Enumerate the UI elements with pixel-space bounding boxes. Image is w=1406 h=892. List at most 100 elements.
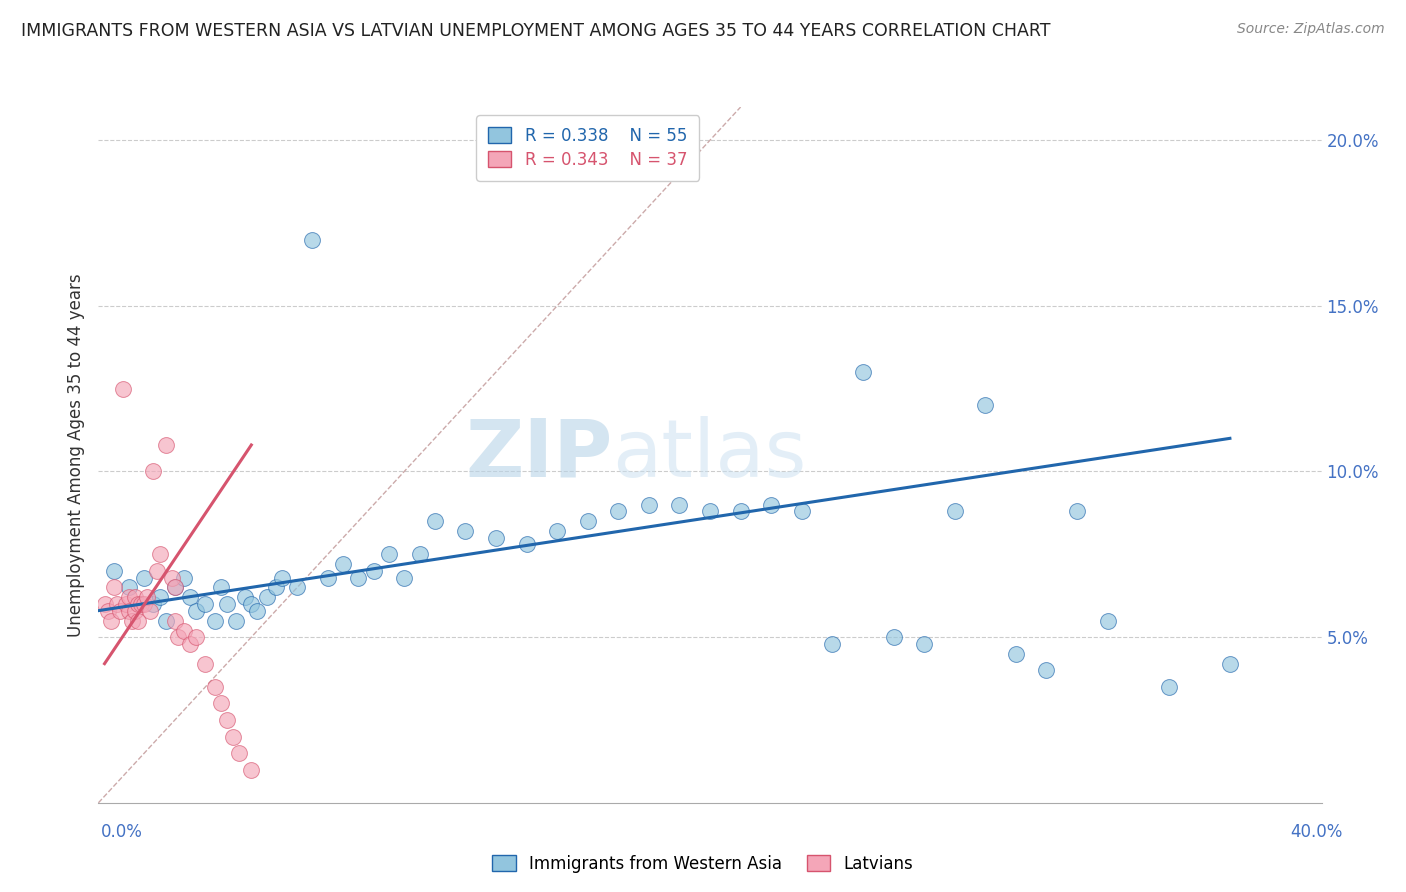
Point bbox=[93, 597, 115, 611]
Point bbox=[145, 564, 167, 578]
Point bbox=[108, 604, 131, 618]
Point bbox=[1004, 647, 1026, 661]
Point bbox=[408, 547, 430, 561]
Point bbox=[155, 614, 177, 628]
Point bbox=[103, 564, 125, 578]
Point bbox=[821, 637, 844, 651]
Point bbox=[149, 547, 172, 561]
Point bbox=[637, 498, 661, 512]
Point bbox=[204, 614, 226, 628]
Point bbox=[163, 614, 186, 628]
Point bbox=[270, 570, 292, 584]
Point bbox=[454, 524, 477, 538]
Point bbox=[142, 597, 165, 611]
Point bbox=[233, 591, 256, 605]
Point bbox=[163, 581, 186, 595]
Point bbox=[186, 630, 208, 644]
Point bbox=[1219, 657, 1241, 671]
Point bbox=[347, 570, 370, 584]
Point bbox=[127, 614, 149, 628]
Point bbox=[240, 763, 263, 777]
Point bbox=[1066, 504, 1088, 518]
Point bbox=[186, 604, 208, 618]
Point bbox=[173, 570, 195, 584]
Point bbox=[173, 624, 195, 638]
Point bbox=[105, 597, 128, 611]
Point bbox=[378, 547, 401, 561]
Point bbox=[423, 514, 446, 528]
Point bbox=[256, 591, 278, 605]
Point bbox=[118, 581, 141, 595]
Point bbox=[1097, 614, 1119, 628]
Point bbox=[121, 614, 143, 628]
Point bbox=[228, 746, 250, 760]
Text: 40.0%: 40.0% bbox=[1291, 822, 1343, 840]
Point bbox=[134, 570, 156, 584]
Point bbox=[222, 730, 245, 744]
Point bbox=[118, 604, 141, 618]
Point bbox=[160, 570, 183, 584]
Point bbox=[179, 637, 201, 651]
Legend: Immigrants from Western Asia, Latvians: Immigrants from Western Asia, Latvians bbox=[486, 848, 920, 880]
Y-axis label: Unemployment Among Ages 35 to 44 years: Unemployment Among Ages 35 to 44 years bbox=[66, 273, 84, 637]
Point bbox=[129, 597, 152, 611]
Point bbox=[912, 637, 935, 651]
Point bbox=[974, 398, 997, 412]
Point bbox=[225, 614, 247, 628]
Text: ZIP: ZIP bbox=[465, 416, 612, 494]
Point bbox=[759, 498, 782, 512]
Point bbox=[246, 604, 269, 618]
Point bbox=[167, 630, 190, 644]
Point bbox=[883, 630, 905, 644]
Point bbox=[485, 531, 508, 545]
Point bbox=[392, 570, 416, 584]
Point bbox=[730, 504, 752, 518]
Point bbox=[943, 504, 966, 518]
Point bbox=[332, 558, 354, 572]
Point bbox=[1035, 663, 1057, 677]
Point bbox=[1157, 680, 1180, 694]
Point bbox=[363, 564, 385, 578]
Point bbox=[215, 597, 238, 611]
Point bbox=[699, 504, 721, 518]
Point bbox=[118, 591, 141, 605]
Point bbox=[111, 382, 134, 396]
Legend: R = 0.338    N = 55, R = 0.343    N = 37: R = 0.338 N = 55, R = 0.343 N = 37 bbox=[477, 115, 699, 180]
Point bbox=[204, 680, 226, 694]
Point bbox=[668, 498, 690, 512]
Point bbox=[546, 524, 568, 538]
Point bbox=[209, 697, 232, 711]
Point bbox=[134, 597, 156, 611]
Point bbox=[163, 581, 186, 595]
Text: IMMIGRANTS FROM WESTERN ASIA VS LATVIAN UNEMPLOYMENT AMONG AGES 35 TO 44 YEARS C: IMMIGRANTS FROM WESTERN ASIA VS LATVIAN … bbox=[21, 22, 1050, 40]
Point bbox=[607, 504, 630, 518]
Point bbox=[139, 604, 162, 618]
Point bbox=[194, 597, 217, 611]
Point bbox=[115, 597, 138, 611]
Point bbox=[97, 604, 120, 618]
Text: atlas: atlas bbox=[612, 416, 807, 494]
Point bbox=[194, 657, 217, 671]
Point bbox=[142, 465, 165, 479]
Point bbox=[155, 438, 177, 452]
Point bbox=[285, 581, 308, 595]
Point bbox=[301, 233, 323, 247]
Point bbox=[316, 570, 339, 584]
Text: 0.0%: 0.0% bbox=[101, 822, 143, 840]
Point bbox=[103, 581, 125, 595]
Point bbox=[240, 597, 263, 611]
Point bbox=[576, 514, 599, 528]
Point bbox=[209, 581, 232, 595]
Point bbox=[136, 591, 159, 605]
Point bbox=[124, 591, 146, 605]
Point bbox=[790, 504, 813, 518]
Point bbox=[124, 604, 146, 618]
Point bbox=[516, 537, 538, 551]
Point bbox=[149, 591, 172, 605]
Point bbox=[179, 591, 201, 605]
Point bbox=[852, 365, 875, 379]
Point bbox=[264, 581, 287, 595]
Point bbox=[100, 614, 122, 628]
Point bbox=[215, 713, 238, 727]
Point bbox=[127, 597, 149, 611]
